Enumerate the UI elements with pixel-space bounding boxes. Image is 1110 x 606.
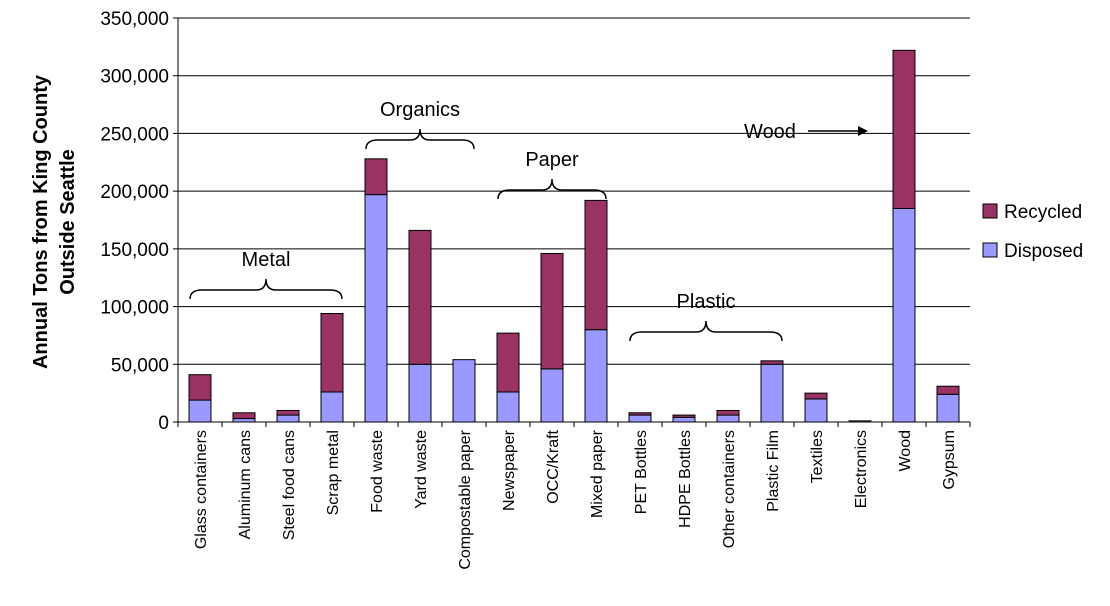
- bar-recycled: [936, 385, 960, 395]
- bar-disposed: [452, 359, 476, 423]
- bar-disposed: [232, 418, 256, 423]
- category-label: Plastic Film: [765, 430, 782, 512]
- category-label: Steel food cans: [281, 430, 298, 540]
- bar-disposed: [628, 414, 652, 423]
- annotation-label: Organics: [380, 99, 460, 121]
- bar-disposed: [188, 399, 212, 423]
- annotation-label: Metal: [242, 249, 291, 271]
- bar-disposed: [672, 416, 696, 423]
- category-label: OCC/Kraft: [545, 429, 562, 503]
- y-tick-label: 250,000: [100, 124, 169, 145]
- category-label: Glass containers: [193, 430, 210, 549]
- annotation-brace: [629, 320, 783, 342]
- y-tick-label: 200,000: [100, 182, 169, 203]
- annotation-brace: [497, 178, 607, 200]
- bar-recycled: [276, 409, 300, 416]
- bar-recycled: [760, 360, 784, 365]
- y-tick-labels: 0 50,000 100,000 150,000 200,000 250,000 300,0…: [100, 9, 169, 434]
- bar-recycled: [892, 49, 916, 209]
- bar-disposed: [320, 391, 344, 423]
- bar-disposed: [892, 207, 916, 423]
- category-labels: Glass containers Aluminum cans Steel food …: [193, 429, 958, 569]
- category-label: PET Bottles: [633, 430, 650, 514]
- bar-recycled: [672, 414, 696, 418]
- bar-disposed: [540, 368, 564, 423]
- y-tick-label: 0: [158, 413, 169, 434]
- category-label: Food waste: [369, 430, 386, 513]
- axes: [177, 18, 971, 427]
- gridlines: [173, 17, 970, 423]
- y-tick-label: 350,000: [100, 9, 169, 30]
- category-label: Newspaper: [501, 429, 518, 511]
- category-label: Wood: [897, 430, 914, 472]
- bar-recycled: [584, 199, 608, 331]
- bar-disposed: [584, 329, 608, 423]
- bars: [188, 49, 960, 423]
- y-axis-label-line-2: Outside Seattle: [57, 149, 79, 295]
- bar-disposed: [804, 398, 828, 423]
- bar-disposed: [716, 414, 740, 423]
- bar-disposed: [276, 414, 300, 423]
- category-label: Textiles: [809, 430, 826, 483]
- annotation-brace: [189, 278, 343, 300]
- bar-recycled: [716, 409, 740, 416]
- bar-recycled: [628, 412, 652, 416]
- annotation-label-wood: Wood: [744, 121, 796, 143]
- bar-disposed: [936, 393, 960, 423]
- bar-recycled: [496, 332, 520, 393]
- bar-recycled: [232, 412, 256, 420]
- annotation-label: Paper: [525, 149, 579, 171]
- legend: Recycled Disposed: [982, 202, 1083, 262]
- legend-label: Recycled: [1004, 202, 1082, 223]
- category-label: Gypsum: [941, 430, 958, 490]
- annotation-arrowhead: [858, 126, 868, 136]
- y-axis-label-line-1: Annual Tons from King County: [30, 74, 52, 369]
- bar-recycled: [804, 392, 828, 400]
- y-tick-label: 100,000: [100, 298, 169, 319]
- category-label: Mixed paper: [589, 429, 606, 518]
- bar-recycled: [320, 312, 344, 393]
- bar-recycled: [540, 252, 564, 370]
- y-tick-label: 150,000: [100, 240, 169, 261]
- category-label: Yard waste: [413, 430, 430, 509]
- bar-disposed: [408, 363, 432, 423]
- legend-swatch: [982, 203, 998, 219]
- annotations: Metal Organics Paper Plastic Wood: [189, 99, 868, 342]
- category-label: Electronics: [853, 430, 870, 508]
- legend-label: Disposed: [1004, 241, 1083, 262]
- annotation-brace: [365, 128, 475, 150]
- y-tick-label: 50,000: [111, 355, 169, 376]
- bar-recycled: [188, 374, 212, 401]
- category-label: Compostable paper: [457, 429, 474, 569]
- legend-swatch: [982, 242, 998, 258]
- category-label: HDPE Bottles: [677, 430, 694, 528]
- category-label: Scrap metal: [325, 430, 342, 515]
- bar-recycled: [408, 229, 432, 365]
- y-tick-label: 300,000: [100, 67, 169, 88]
- category-label: Other containers: [721, 430, 738, 548]
- bar-disposed: [364, 194, 388, 423]
- category-label: Aluminum cans: [237, 430, 254, 539]
- bar-disposed: [760, 363, 784, 423]
- annotation-label: Plastic: [677, 291, 736, 313]
- bar-recycled: [364, 158, 388, 196]
- bar-disposed: [496, 391, 520, 423]
